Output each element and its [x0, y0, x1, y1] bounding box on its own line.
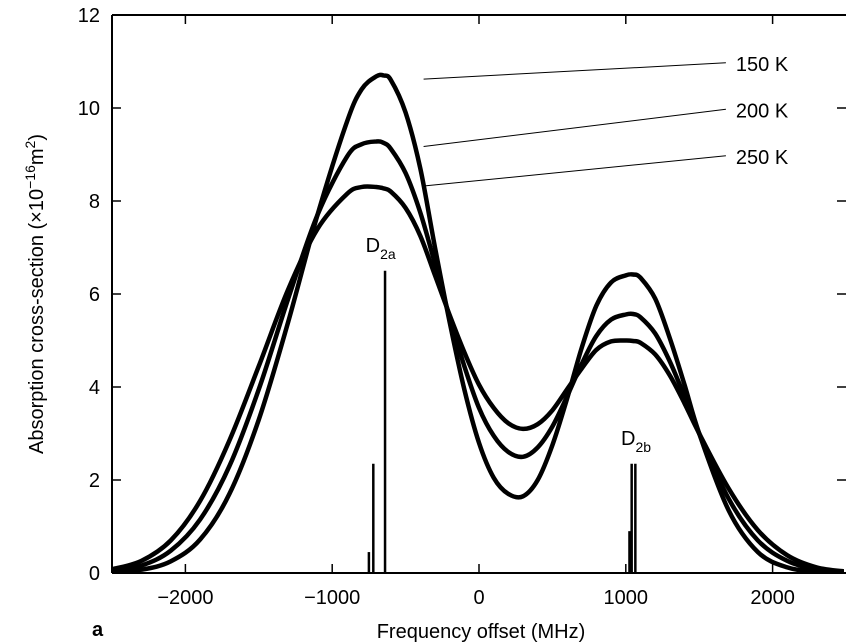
annotation-label: 200 K [736, 100, 789, 122]
curves-group [112, 72, 844, 573]
y-tick-label: 6 [89, 284, 100, 306]
series-curve-150-k [112, 72, 844, 573]
annotation-leader-line [423, 108, 726, 148]
x-tick-label: −1000 [304, 587, 360, 609]
y-axis-title-exp: −16 [22, 165, 38, 189]
stick-group-label-base: D [366, 235, 380, 257]
series-curve-200-k [112, 139, 844, 573]
stick-spectrum-group [367, 270, 637, 573]
x-tick-label: 1000 [604, 587, 649, 609]
annotation-label: 150 K [736, 54, 789, 76]
stick-group-label-base: D [621, 428, 635, 450]
x-tick-label: −2000 [157, 587, 213, 609]
x-axis-title: Frequency offset (MHz) [377, 621, 586, 643]
y-tick-label: 4 [89, 377, 100, 399]
y-axis-title-base: 10 [26, 189, 48, 211]
y-axis-title-post: ) [26, 134, 48, 141]
series-curve-250-k [112, 184, 844, 573]
tick-labels-group: −2000 −1000 0 1000 2000 0 2 4 6 8 10 12 [78, 5, 795, 609]
stick-group-label: D2a [366, 235, 396, 262]
leader-lines-group [423, 62, 726, 187]
y-tick-label: 10 [78, 98, 100, 120]
x-tick-label: 0 [473, 587, 484, 609]
stick-group-label: D2b [621, 428, 651, 455]
annotation-label: 250 K [736, 147, 789, 169]
stick-group-label-sub: 2b [636, 439, 652, 455]
panel-label: a [92, 619, 104, 641]
y-axis-title: Absorption cross-section (×10−16m2) [22, 134, 48, 454]
stick-group-label-sub: 2a [380, 246, 396, 262]
y-tick-label: 0 [89, 563, 100, 585]
y-axis-title-times: × [26, 211, 48, 223]
ticks-group [112, 14, 846, 574]
y-axis-title-unit: m [26, 148, 48, 165]
y-axis-title-unit-exp: 2 [22, 140, 38, 148]
y-axis-title-pre: Absorption cross-section ( [26, 222, 48, 454]
annotation-leader-line [423, 155, 726, 187]
x-tick-label: 2000 [750, 587, 795, 609]
y-tick-label: 12 [78, 5, 100, 27]
y-tick-label: 2 [89, 470, 100, 492]
annotation-leader-line [423, 62, 726, 80]
y-tick-label: 8 [89, 191, 100, 213]
